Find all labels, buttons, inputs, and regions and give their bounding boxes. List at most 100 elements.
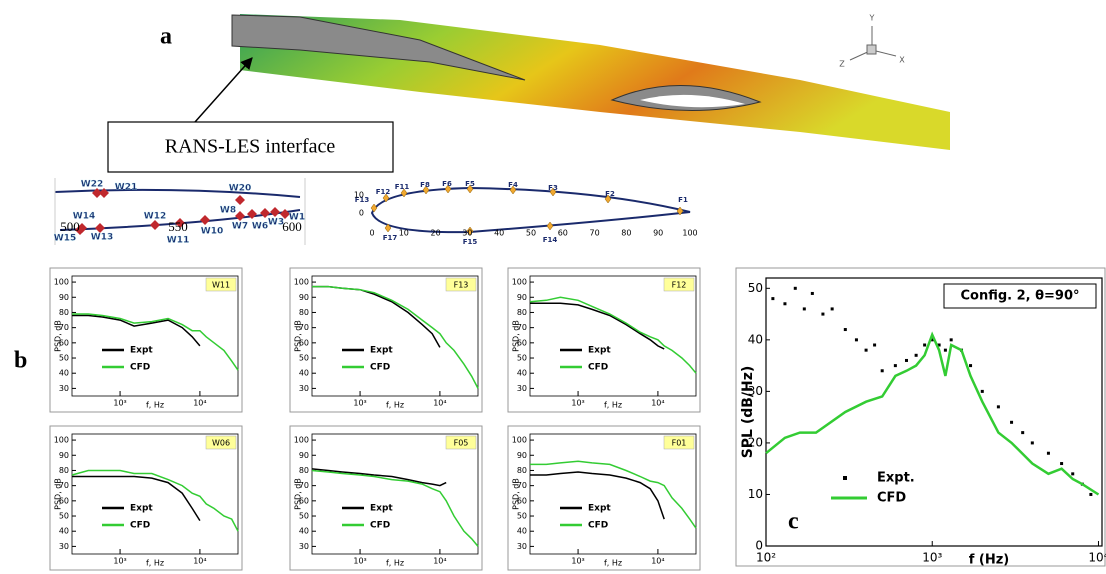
- y-tick-label: 100: [294, 278, 309, 287]
- sensor-label: F13: [355, 196, 370, 204]
- legend-label: CFD: [370, 363, 390, 373]
- label-box: [107, 121, 394, 173]
- sensor-label: W6: [252, 222, 268, 232]
- plot-frame: [529, 433, 697, 555]
- x-tick-label: 10⁴: [433, 399, 446, 408]
- y-tick-label: 20: [748, 435, 763, 449]
- y-tick-label: 40: [517, 369, 527, 378]
- tick-label: 500: [60, 219, 80, 234]
- y-axis-label: PSD, dB: [54, 478, 63, 510]
- data-point: [937, 343, 941, 347]
- sensor-marker: [270, 207, 280, 217]
- sensor-marker: [444, 184, 452, 194]
- chart-title: Config. 2, θ=90°: [960, 289, 1079, 304]
- legend-label: CFD: [588, 363, 608, 373]
- data-line: [530, 471, 665, 520]
- y-tick-label: 90: [517, 293, 527, 302]
- legend-label: Expt: [130, 346, 153, 356]
- sensor-marker: [200, 215, 210, 225]
- sensor-label: W1: [289, 213, 305, 223]
- y-tick-label: 30: [748, 384, 763, 398]
- outer-frame: [49, 425, 243, 571]
- sensor-label: F12: [376, 188, 391, 196]
- y-tick-label: 40: [299, 369, 309, 378]
- sensor-label: F2: [605, 190, 615, 198]
- data-point: [830, 307, 834, 311]
- y-tick-label: 90: [59, 451, 69, 460]
- sensor-marker: [676, 206, 684, 216]
- sensor-label: F8: [420, 181, 430, 189]
- data-point: [1010, 420, 1014, 424]
- sensor-label: W21: [115, 183, 137, 193]
- legend-label: Expt.: [877, 471, 915, 486]
- sensor-label: W10: [201, 227, 223, 237]
- x-tick-label: 10⁴: [193, 399, 206, 408]
- data-point: [914, 353, 918, 357]
- y-tick-label: 80: [59, 466, 69, 475]
- legend-swatch: [843, 476, 847, 480]
- y-tick-label: 60: [299, 496, 309, 505]
- data-line: [311, 469, 479, 547]
- sensor-label: F1: [678, 196, 688, 204]
- y-tick-label: 30: [59, 384, 69, 393]
- data-point: [996, 405, 1000, 409]
- y-tick-label: 90: [299, 293, 309, 302]
- y-tick-label: 100: [512, 436, 527, 445]
- sensor-marker: [247, 209, 257, 219]
- sensor-marker: [509, 185, 517, 195]
- y-tick-label: 90: [517, 451, 527, 460]
- y-tick-label: 50: [299, 512, 309, 521]
- y-axis-label: PSD, dB: [294, 320, 303, 352]
- y-tick-label: 80: [59, 308, 69, 317]
- sensor-label: F3: [548, 184, 558, 192]
- y-tick-label: 90: [299, 451, 309, 460]
- y-tick-label: 0: [755, 539, 763, 553]
- y-tick-label: 60: [59, 496, 69, 505]
- y-tick-label: 10: [748, 487, 763, 501]
- sensor-label: W11: [167, 236, 189, 246]
- x-tick-label: 10³: [571, 557, 584, 566]
- title-box: [663, 435, 695, 450]
- data-point: [893, 364, 897, 368]
- y-tick-label: 40: [748, 332, 763, 346]
- data-point: [771, 297, 775, 301]
- title-box: [445, 435, 477, 450]
- sensor-label: W22: [81, 180, 103, 190]
- tick-label: 50: [526, 229, 536, 238]
- interface-label: RANS-LES interface: [165, 136, 336, 158]
- y-tick-label: 100: [294, 436, 309, 445]
- data-point: [1021, 431, 1025, 435]
- sensor-marker: [280, 209, 290, 219]
- y-tick-label: 30: [517, 384, 527, 393]
- y-axis-label: PSD, dB: [512, 478, 521, 510]
- y-tick-label: 90: [59, 293, 69, 302]
- plot-frame: [311, 275, 479, 397]
- legend-label: CFD: [130, 521, 150, 531]
- data-point: [854, 338, 858, 342]
- sensor-label: W13: [91, 233, 113, 243]
- x-axis-label: f, Hz: [146, 401, 164, 410]
- sensor-label: W12: [144, 212, 166, 222]
- chart-title: W11: [212, 281, 230, 290]
- y-tick-label: 60: [517, 338, 527, 347]
- legend-label: Expt: [588, 504, 611, 514]
- data-point: [1030, 441, 1034, 445]
- sensor-label: F14: [543, 236, 558, 244]
- data-point: [1089, 492, 1093, 496]
- outer-frame: [735, 267, 1106, 567]
- data-point: [949, 338, 953, 342]
- sensor-label: W7: [232, 222, 248, 232]
- data-point: [1060, 462, 1064, 466]
- data-point: [930, 338, 934, 342]
- tick-label: 550: [168, 219, 188, 234]
- sensor-marker: [370, 203, 378, 213]
- plot-frame: [311, 433, 479, 555]
- sensor-marker: [546, 221, 554, 231]
- x-tick-label: 10³: [571, 399, 584, 408]
- y-tick-label: 30: [59, 542, 69, 551]
- tick-label: 100: [682, 229, 697, 238]
- sensor-marker: [466, 226, 474, 236]
- y-tick-label: 50: [517, 354, 527, 363]
- x-axis-label: f (Hz): [969, 553, 1010, 568]
